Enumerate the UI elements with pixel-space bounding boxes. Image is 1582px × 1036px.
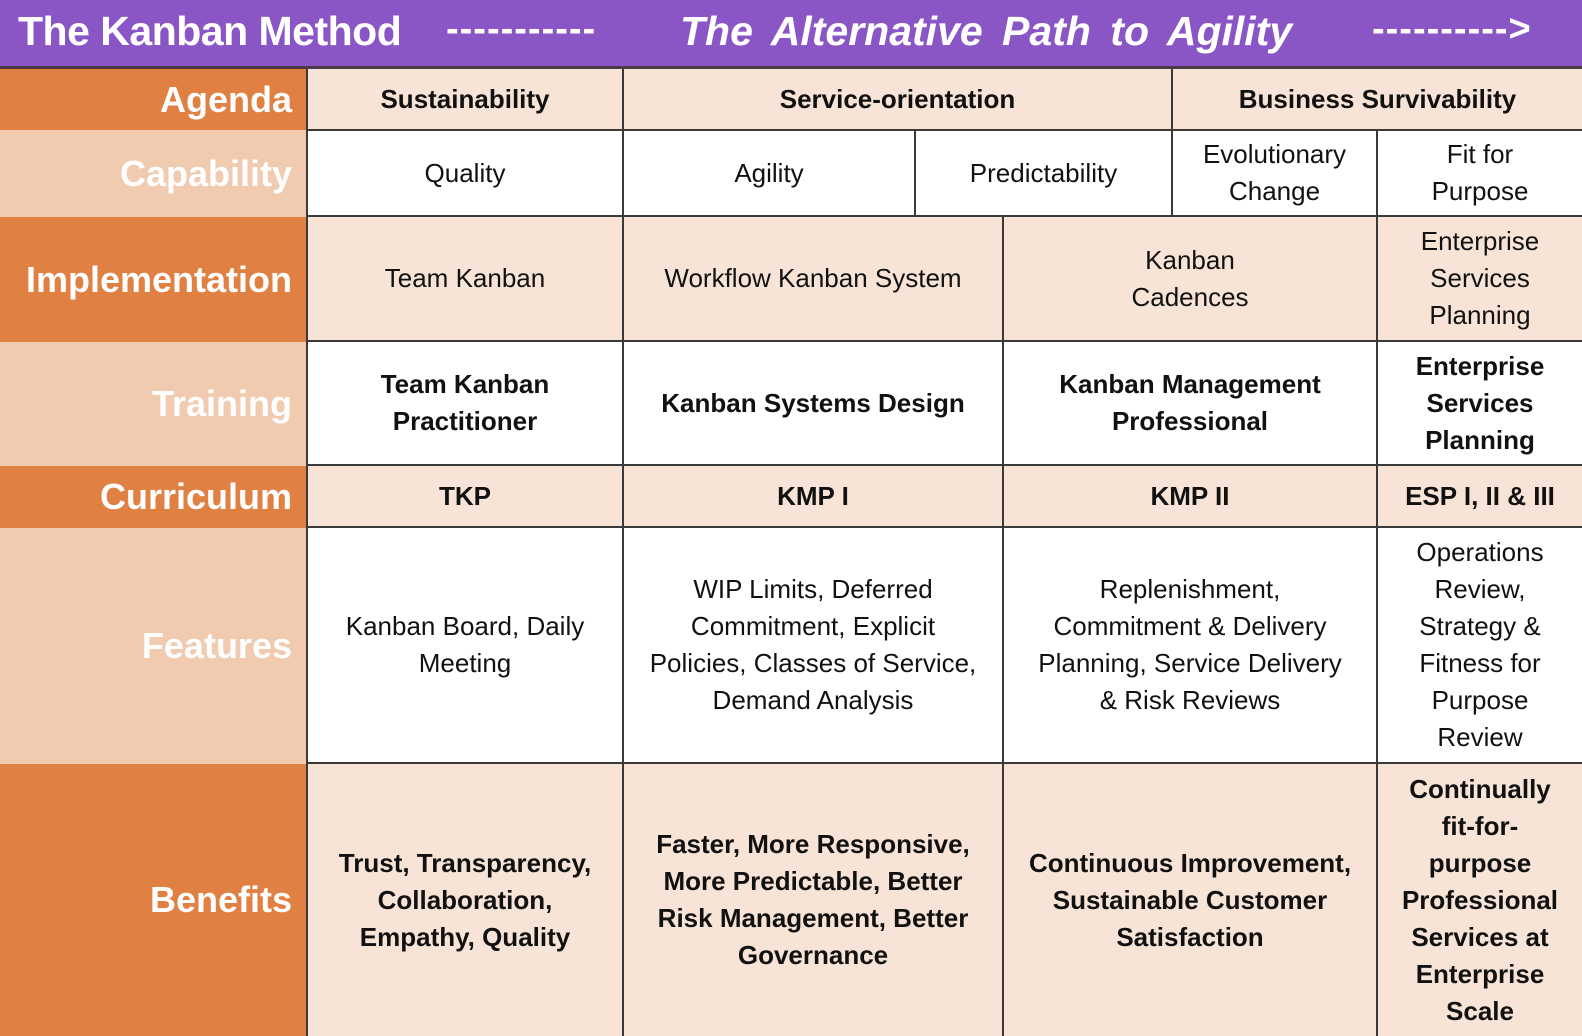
- row-header-curriculum: Curriculum: [0, 466, 306, 528]
- banner-subtitle: The Alternative Path to Agility: [680, 8, 1293, 54]
- curriculum-cell: KMP I: [622, 466, 1002, 528]
- capability-cell: Fit for Purpose: [1376, 131, 1582, 217]
- training-cell: Enterprise Services Planning: [1376, 342, 1582, 466]
- benefits-cell: Continuous Improvement, Sustainable Cust…: [1002, 764, 1376, 1036]
- row-label: Agenda: [159, 78, 292, 120]
- benefits-cell: Faster, More Responsive, More Predictabl…: [622, 764, 1002, 1036]
- capability-cell: Quality: [306, 131, 622, 217]
- banner-dashes: -----------: [446, 8, 597, 50]
- training-cell: Kanban Systems Design: [622, 342, 1002, 466]
- features-cell: Operations Review, Strategy & Fitness fo…: [1376, 528, 1582, 764]
- arrow-right-icon: ---------->: [1372, 8, 1532, 50]
- features-cell: Kanban Board, Daily Meeting: [306, 528, 622, 764]
- capability-cell: Agility: [622, 131, 914, 217]
- implementation-cell: Workflow Kanban System: [622, 217, 1002, 342]
- row-header-training: Training: [0, 342, 306, 466]
- row-header-benefits: Benefits: [0, 764, 306, 1036]
- row-header-agenda: Agenda: [0, 69, 306, 130]
- curriculum-cell: ESP I, II & III: [1376, 466, 1582, 528]
- curriculum-cell: KMP II: [1002, 466, 1376, 528]
- capability-cell: Evolutionary Change: [1171, 131, 1376, 217]
- benefits-cell: Trust, Transparency, Collaboration, Empa…: [306, 764, 622, 1036]
- row-label: Features: [141, 625, 292, 666]
- row-label: Capability: [119, 152, 292, 194]
- agenda-cell: Business Survivability: [1171, 69, 1582, 131]
- features-cell: WIP Limits, Deferred Commitment, Explici…: [622, 528, 1002, 764]
- features-cell: Replenishment, Commitment & Delivery Pla…: [1002, 528, 1376, 764]
- implementation-cell: Kanban Cadences: [1002, 217, 1376, 342]
- training-cell: Kanban Management Professional: [1002, 342, 1376, 466]
- capability-cell: Predictability: [914, 131, 1171, 217]
- row-label: Implementation: [25, 258, 292, 300]
- implementation-cell: Team Kanban: [306, 217, 622, 342]
- row-label: Training: [151, 383, 292, 424]
- implementation-cell: Enterprise Services Planning: [1376, 217, 1582, 342]
- row-header-features: Features: [0, 528, 306, 764]
- curriculum-cell: TKP: [306, 466, 622, 528]
- agenda-cell: Service-orientation: [622, 69, 1171, 131]
- banner-title: The Kanban Method: [18, 8, 402, 54]
- agenda-cell: Sustainability: [306, 69, 622, 131]
- row-label: Benefits: [149, 879, 292, 920]
- benefits-cell: Continually fit-for- purpose Professiona…: [1376, 764, 1582, 1036]
- row-label: Curriculum: [99, 476, 292, 517]
- row-header-implementation: Implementation: [0, 217, 306, 342]
- training-cell: Team Kanban Practitioner: [306, 342, 622, 466]
- title-banner: The Kanban Method ----------- The Altern…: [0, 0, 1582, 69]
- row-header-capability: Capability: [0, 130, 306, 217]
